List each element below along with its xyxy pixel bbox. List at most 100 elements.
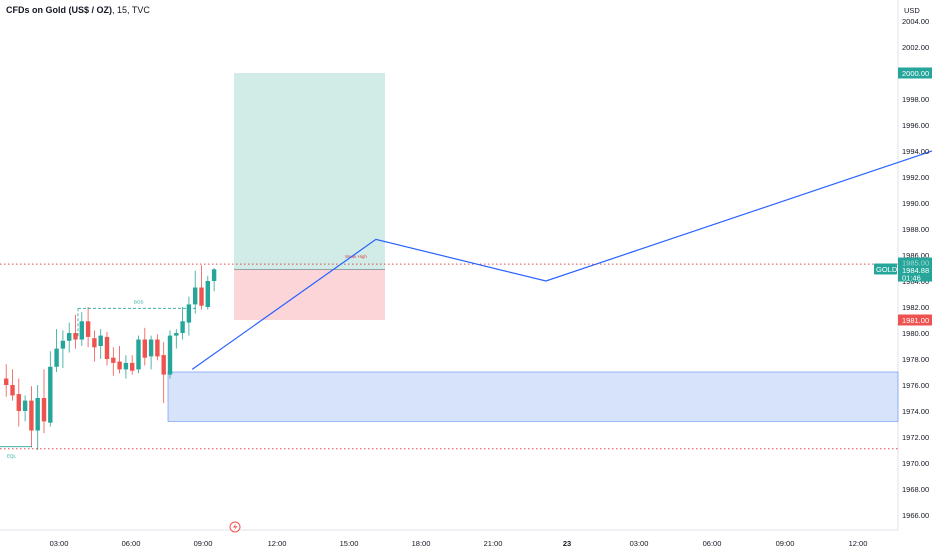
bos-label: BOS <box>134 299 144 304</box>
price-tick-label: 1970.00 <box>902 459 929 468</box>
candle <box>193 270 198 314</box>
candle <box>136 335 141 374</box>
price-tick-label: 1994.00 <box>902 147 929 156</box>
candle-body <box>16 394 21 411</box>
candle <box>186 296 192 336</box>
candle <box>22 395 28 422</box>
price-tick-label: 1974.00 <box>902 407 929 416</box>
chart-grid <box>0 0 899 531</box>
candle-body <box>54 348 59 367</box>
candle <box>67 322 72 353</box>
price-tick-label: 1998.00 <box>902 95 929 104</box>
price-tick-label: 2004.00 <box>902 17 929 26</box>
candle-body <box>4 378 9 385</box>
time-tick-label: 03:00 <box>630 539 649 548</box>
chart-title: CFDs on Gold (US$ / OZ), 15, TVC <box>6 5 150 15</box>
title-sep-2: , <box>127 5 132 15</box>
overlap-price-label: 1985.00 <box>902 259 929 268</box>
time-tick-label: 23 <box>563 539 571 548</box>
candle <box>54 329 59 372</box>
target-zone <box>234 73 385 270</box>
price-tick-label: 1992.00 <box>902 173 929 182</box>
candle <box>10 369 15 401</box>
weak-high-label: Weak High <box>345 254 367 259</box>
candle <box>205 275 210 310</box>
price-axis[interactable]: USD 1966.00 1968.00 1970.00 1972.00 1974.00 19… <box>874 6 932 520</box>
price-tick-label: 1976.00 <box>902 381 929 390</box>
title-sep-1: , <box>112 5 118 15</box>
candle <box>117 346 122 374</box>
candle <box>180 307 185 340</box>
candle <box>92 330 97 362</box>
symbol-tag: GOLD <box>876 265 898 274</box>
lightning-icon <box>233 523 238 531</box>
chart-zones <box>167 73 899 422</box>
candle <box>130 355 135 375</box>
price-tick-label: 1968.00 <box>902 485 929 494</box>
time-tick-label: 21:00 <box>484 539 503 548</box>
candle-body <box>123 362 129 370</box>
price-tick-label: 1986.00 <box>902 251 929 260</box>
candle <box>211 268 217 292</box>
candle-body <box>211 269 217 281</box>
candle-body <box>92 338 97 348</box>
time-tick-label: 18:00 <box>412 539 431 548</box>
candle <box>98 329 103 359</box>
interval-label: 15 <box>117 5 128 15</box>
candle-body <box>148 339 154 357</box>
target-price-tag-bg <box>898 67 932 79</box>
stop-price-tag-bg <box>898 314 932 326</box>
candle-body <box>117 361 122 370</box>
stop-price-tag: 1981.00 <box>902 316 929 325</box>
candle <box>111 347 116 376</box>
eql-label: EQL <box>7 454 17 459</box>
candle-body <box>85 321 91 337</box>
candle-body <box>130 362 135 371</box>
price-tick-label: 1990.00 <box>902 199 929 208</box>
candle <box>4 364 9 397</box>
event-marker-icon <box>229 521 241 533</box>
candle-body <box>60 340 66 349</box>
candlesticks <box>4 265 217 450</box>
demand-zone <box>167 371 899 422</box>
instrument-name: CFDs on Gold (US$ / OZ) <box>6 5 112 15</box>
price-tick-label: 1996.00 <box>902 121 929 130</box>
price-tick-label: 1988.00 <box>902 225 929 234</box>
symbol-tag-bg <box>874 263 897 275</box>
price-tick-label: 1966.00 <box>902 511 929 520</box>
price-tick-label: 1980.00 <box>902 329 929 338</box>
candle <box>60 330 66 369</box>
candle <box>148 335 154 370</box>
candle-body <box>67 333 72 341</box>
candle-body <box>104 336 110 359</box>
candle <box>73 314 78 349</box>
candle-body <box>142 339 147 358</box>
candle-body <box>29 400 34 431</box>
candle <box>16 378 21 427</box>
source-label: TVC <box>131 5 150 15</box>
price-tick-label: 1978.00 <box>902 355 929 364</box>
candle <box>199 265 204 310</box>
price-tick-label: 1982.00 <box>902 303 929 312</box>
candle-body <box>180 321 185 333</box>
projection-path <box>191 150 932 370</box>
time-tick-label: 09:00 <box>776 539 795 548</box>
candle <box>155 334 160 361</box>
time-tick-label: 15:00 <box>340 539 359 548</box>
time-tick-label: 09:00 <box>194 539 213 548</box>
time-axis[interactable]: 03:00 06:00 09:00 12:00 15:00 18:00 21:00 23 03:… <box>50 521 868 548</box>
candle <box>142 327 147 366</box>
candle-body <box>199 287 204 306</box>
candle-body <box>10 385 15 396</box>
price-tick-label: 2002.00 <box>902 43 929 52</box>
time-tick-label: 06:00 <box>122 539 141 548</box>
candle-body <box>41 398 47 422</box>
candle-body <box>111 357 116 363</box>
candle <box>104 331 110 366</box>
countdown-label: 01:46 <box>902 274 921 283</box>
candle-body <box>48 366 53 423</box>
time-tick-label: 06:00 <box>703 539 722 548</box>
candle-body <box>161 355 166 375</box>
candle <box>29 386 34 448</box>
